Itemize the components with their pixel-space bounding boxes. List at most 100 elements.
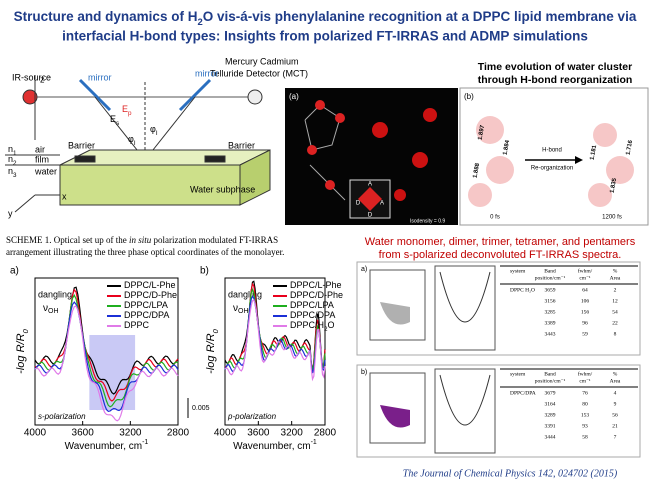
table-cell: 3443	[545, 331, 556, 337]
table-header: system	[510, 268, 526, 274]
text-part: O	[328, 320, 335, 330]
setup-diagram	[5, 75, 271, 213]
table-cell: 12	[612, 298, 618, 304]
x-axis-label: Wavenumber, cm-1	[233, 439, 317, 451]
label: 1200 fs	[602, 215, 622, 221]
text-part: E	[122, 104, 128, 114]
text-part: SCHEME 1. Optical set up of the	[6, 235, 129, 245]
table-cell: 21	[612, 423, 618, 429]
label: dangling	[228, 289, 262, 299]
text-part: DPPC/DPA	[290, 310, 335, 320]
bond-length: 1.884	[503, 139, 512, 155]
label: from s-polarized deconvoluted FT-IRRAS s…	[379, 249, 622, 261]
table-cell: DPPC H₂O	[510, 287, 535, 293]
highlight-region	[89, 335, 136, 410]
table-cell: 153	[581, 412, 590, 418]
cluster	[606, 156, 634, 184]
text-part: 0	[211, 328, 220, 333]
label: IR-source	[12, 72, 51, 82]
x-tick-label: 3600	[72, 428, 95, 439]
table-header: Band	[544, 268, 556, 274]
label: Es	[110, 114, 119, 127]
y-axis-label: -log R/R0	[205, 328, 220, 373]
spectrum-trace	[34, 286, 179, 395]
text-part: -log R/R	[15, 333, 27, 373]
trough-side	[239, 149, 271, 206]
text-part: 2	[197, 17, 202, 28]
title: Structure and dynamics of H2O vis-á-vis …	[14, 9, 637, 28]
oxygen	[325, 180, 335, 190]
legend-entry: DPPC/LPA	[124, 300, 168, 310]
label: Telluride Detector (MCT)	[210, 68, 308, 78]
table-header: Band	[544, 371, 556, 377]
table-cell: 64	[582, 287, 588, 293]
table-cell: 76	[582, 390, 588, 396]
label: n1	[8, 144, 17, 157]
text-part: -1	[142, 439, 148, 446]
text-part: polarization modulated FT-IRRAS	[151, 235, 278, 245]
text-part: DPPC	[124, 320, 150, 330]
cluster	[593, 123, 617, 147]
legend-entry: DPPC/LPA	[290, 300, 334, 310]
citation: The Journal of Chemical Physics 142, 024…	[403, 468, 618, 479]
text-part: DPPC/DPA	[124, 310, 169, 320]
tetrahedron	[358, 187, 382, 211]
detector	[247, 89, 263, 105]
oxygen	[307, 145, 317, 155]
text-part: I	[156, 130, 158, 137]
spectrum-trace	[34, 288, 179, 402]
table-header: position/cm⁻¹	[535, 378, 566, 384]
table-header: system	[510, 371, 526, 377]
label: D	[356, 201, 361, 207]
mini-plot	[369, 372, 426, 444]
oxygen	[412, 152, 428, 168]
text-part: n	[8, 166, 13, 176]
spectrum-trace	[34, 305, 179, 422]
table-header: fwhm/	[578, 370, 593, 377]
text-part: ν	[43, 303, 48, 314]
table-header: %	[613, 371, 618, 377]
clusters	[468, 116, 634, 207]
table-cell: 7	[614, 434, 617, 440]
table-cell: 2	[614, 287, 617, 293]
label: b)	[200, 266, 209, 277]
spectrum-trace	[224, 280, 326, 371]
text-part: 0	[21, 328, 30, 333]
label: Re-organization	[531, 166, 573, 172]
label: mirror	[88, 72, 112, 82]
text-part: Wavenumber, cm	[65, 441, 142, 452]
annotation: νOH	[233, 303, 249, 316]
table-header: cm⁻¹	[579, 275, 591, 281]
label: dangling	[38, 289, 72, 299]
text-part: E	[110, 114, 116, 124]
label: a)	[10, 266, 19, 277]
x-tick-label: 3200	[119, 428, 142, 439]
oxygen	[394, 189, 406, 201]
arrowhead	[575, 156, 583, 164]
label: Isodensity = 0.9	[410, 218, 445, 224]
label: (b)	[464, 92, 474, 101]
label: SCHEME 1. Optical set up of the in situ …	[6, 235, 278, 245]
mini-plot	[369, 269, 426, 341]
ir-source	[22, 89, 38, 105]
label: Mercury Cadmium	[225, 56, 299, 66]
table-header: cm⁻¹	[579, 378, 591, 384]
legend-entry: DPPC/DPA	[124, 310, 169, 320]
annotation: νOH	[43, 303, 59, 316]
text-part: p	[128, 110, 132, 117]
label: z	[40, 74, 45, 84]
label: Water subphase	[190, 184, 255, 194]
text-part: DPPC/L-Phe	[124, 280, 176, 290]
table-cell: 93	[582, 423, 588, 429]
mini-plot	[434, 265, 496, 351]
cluster	[476, 116, 504, 144]
legend-entry: DPPC/L-Phe	[124, 280, 176, 290]
label: φI	[128, 134, 136, 147]
table-cell: DPPC/DPA	[510, 390, 536, 396]
bond-length: 1.888	[473, 162, 482, 178]
text-part: 3	[13, 172, 17, 179]
text-part: -1	[311, 439, 317, 446]
label: film	[35, 154, 49, 164]
text-part: 2	[13, 160, 17, 167]
text-part: in situ	[129, 235, 152, 245]
